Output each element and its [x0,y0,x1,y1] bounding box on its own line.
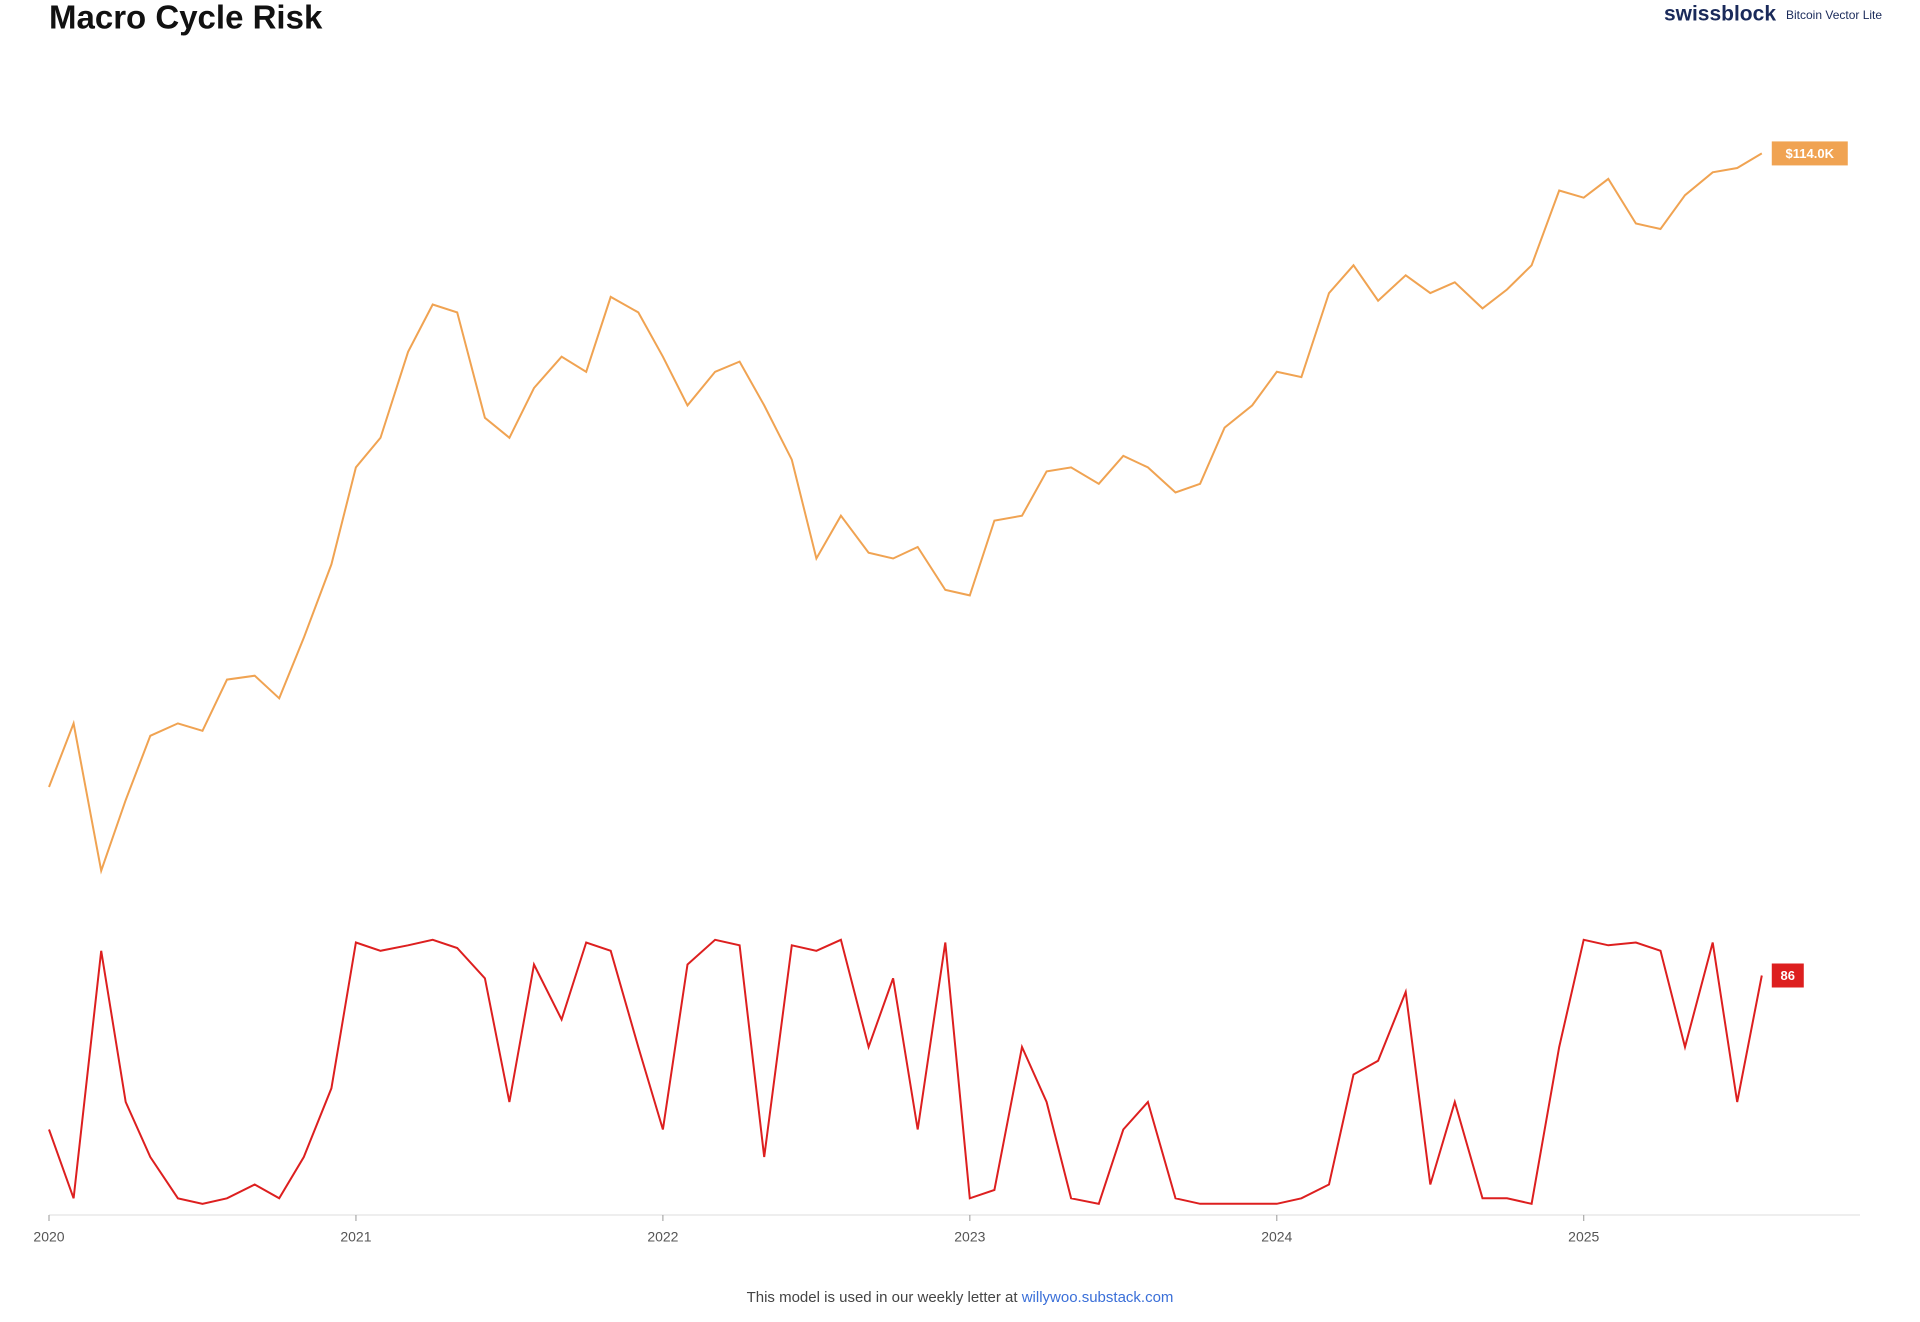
x-tick-label: 2020 [33,1229,64,1245]
series-line [48,152,1763,875]
footer-link[interactable]: willywoo.substack.com [1021,1289,1174,1306]
end-label: 86 [1781,968,1795,983]
brand-subtitle: Bitcoin Vector Lite [1786,8,1882,22]
x-tick-label: 2024 [1261,1229,1292,1245]
x-tick-label: 2023 [954,1229,985,1245]
x-tick-label: 2022 [647,1229,678,1245]
footer-text: This model is used in our weekly letter … [747,1289,1019,1306]
x-tick-label: 2021 [340,1229,371,1245]
x-tick-label: 2025 [1568,1229,1599,1245]
chart-title: Macro Cycle Risk [49,0,323,36]
footer: This model is used in our weekly letter … [747,1289,1174,1306]
end-label: $114.0K [1786,146,1835,161]
brand: swissblock [1664,3,1776,26]
series-line [48,938,1763,1206]
end-label-box [1771,141,1848,166]
end-label-box [1771,963,1804,988]
